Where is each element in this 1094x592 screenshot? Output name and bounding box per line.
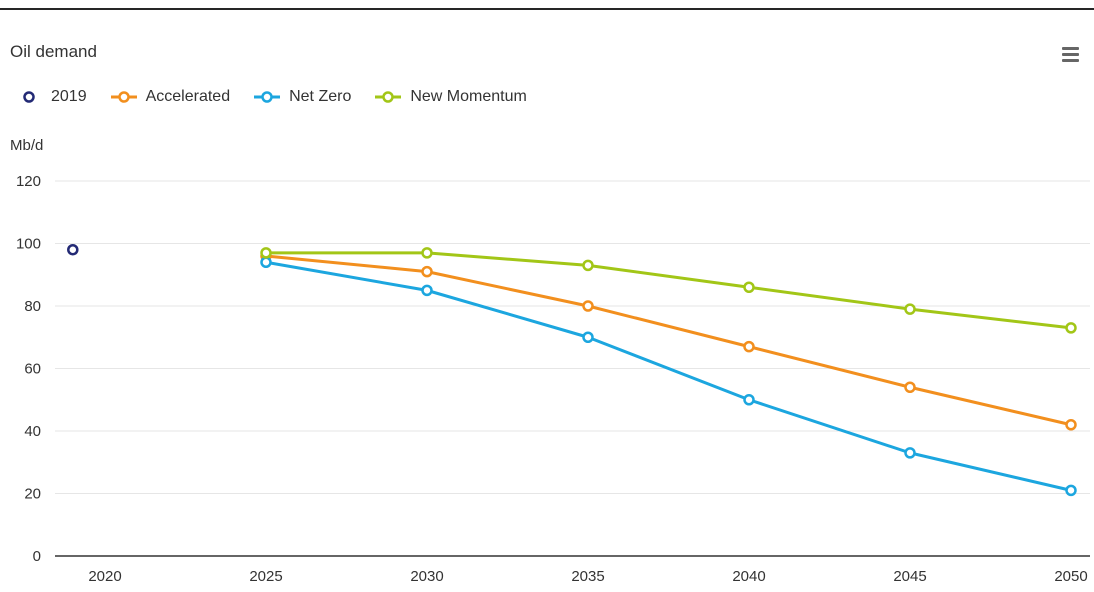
x-tick-label: 2040 [732,568,765,585]
line-marker-icon [375,91,402,103]
y-tick-label: 60 [24,361,41,378]
hamburger-menu-icon [1061,58,1079,62]
line-marker-icon [254,91,281,103]
x-tick-label: 2020 [88,568,121,585]
legend-item-2019[interactable]: 2019 [14,88,87,106]
legend-label: Net Zero [289,88,352,105]
data-point-marker [904,303,916,315]
hamburger-menu-icon [1061,46,1079,50]
series-line [264,254,1073,427]
series-line [264,251,1073,330]
legend-label: New Momentum [410,88,527,105]
circle-marker-icon [23,91,35,103]
y-axis-unit-label: Mb/d [10,137,44,154]
top-border [0,8,1094,10]
data-point-marker [260,256,272,268]
x-tick-label: 2035 [571,568,604,585]
line-marker-icon [110,91,137,103]
y-tick-label: 80 [24,298,41,315]
legend-item-new-momentum[interactable]: New Momentum [373,88,527,106]
data-point-marker [1065,419,1077,431]
x-tick-label: 2045 [893,568,926,585]
hamburger-menu-icon [1061,52,1079,56]
data-point-marker [743,340,755,353]
data-point-marker [582,259,594,272]
data-point-marker [904,447,916,459]
x-tick-label: 2030 [410,568,443,585]
data-point-marker [67,244,79,256]
x-tick-label: 2025 [249,568,282,585]
legend-label: Accelerated [145,88,231,105]
legend-item-net-zero[interactable]: Net Zero [252,88,351,106]
data-point-marker [743,281,755,293]
y-tick-label: 100 [16,236,41,253]
legend-label: 2019 [51,88,87,105]
y-tick-label: 120 [16,173,41,190]
y-tick-label: 0 [33,548,41,565]
data-point-marker [421,284,433,297]
data-point-marker [260,247,272,259]
data-point-marker [743,394,755,406]
data-point-marker [904,381,916,393]
data-point-marker [582,300,594,312]
data-point-marker [582,331,594,343]
series-line [264,260,1073,492]
y-tick-label: 20 [24,486,41,503]
data-point-marker [1065,484,1077,497]
data-point-marker [421,265,433,278]
x-tick-label: 2050 [1054,568,1087,585]
data-point-marker [1065,322,1077,334]
y-tick-label: 40 [24,423,41,440]
chart-title: Oil demand [10,42,97,61]
legend: 2019 Accelerated Net Zero New Momentum [14,88,527,106]
data-point-marker [421,247,433,259]
legend-item-accelerated[interactable]: Accelerated [109,88,231,106]
export-menu-button[interactable] [1058,44,1082,64]
